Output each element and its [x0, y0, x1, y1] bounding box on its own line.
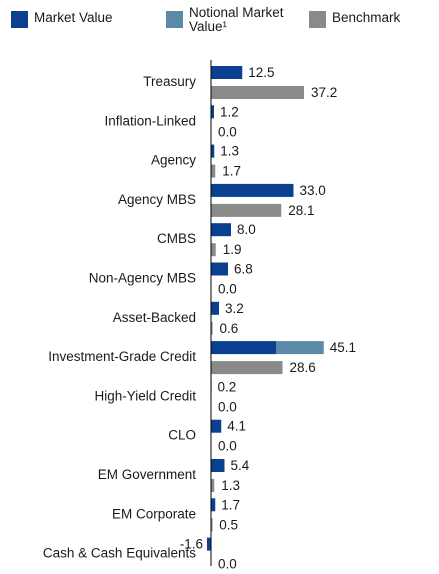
- legend-swatch-benchmark: [309, 11, 326, 28]
- data-label-top: 0.2: [218, 379, 237, 394]
- data-label-bottom: 28.6: [290, 360, 316, 375]
- category-label: EM Government: [98, 467, 197, 482]
- data-label-bottom: 0.0: [218, 282, 237, 297]
- data-label-top: 6.8: [234, 262, 253, 277]
- legend-label-market-value: Market Value: [34, 10, 113, 25]
- chart-legend: Market Value Notional Market Value¹ Benc…: [0, 6, 439, 40]
- legend-label-notional-market-value: Notional Market Value¹: [189, 5, 284, 34]
- bar-market-value: [211, 105, 214, 119]
- bar-benchmark: [211, 203, 282, 217]
- data-label-bottom: 1.9: [223, 242, 242, 257]
- data-label-bottom: 0.5: [219, 517, 238, 532]
- bar-benchmark: [211, 479, 215, 492]
- bar-market-value: [211, 498, 216, 512]
- bar-notional-market-value: [276, 341, 324, 355]
- data-label-top: 1.7: [221, 497, 240, 512]
- category-label: Agency: [151, 153, 196, 168]
- legend-swatch-market-value: [11, 11, 28, 28]
- bar-benchmark: [211, 518, 213, 532]
- bar-market-value: [211, 262, 228, 276]
- data-label-top: 1.3: [220, 144, 239, 159]
- data-label-bottom: 0.0: [218, 399, 237, 414]
- category-label: CLO: [168, 428, 196, 443]
- bar-market-value: [211, 183, 294, 197]
- data-label-bottom: 28.1: [288, 203, 314, 218]
- bar-benchmark: [211, 164, 216, 178]
- data-label-top: 45.1: [330, 340, 356, 355]
- category-label: Investment-Grade Credit: [48, 349, 196, 364]
- data-label-bottom: 1.3: [221, 478, 240, 493]
- bar-market-value: [211, 419, 222, 433]
- data-label-top: 8.0: [237, 222, 256, 237]
- bar-market-value: [211, 301, 219, 315]
- legend-item-market-value: Market Value: [11, 11, 113, 28]
- data-label-top: -1.6: [180, 537, 203, 552]
- category-label: High-Yield Credit: [94, 388, 196, 403]
- bar-benchmark: [211, 321, 213, 335]
- category-label: Cash & Cash Equivalents: [43, 546, 196, 561]
- bar-benchmark: [211, 243, 216, 257]
- bar-market-value: [211, 144, 215, 158]
- data-label-bottom: 0.0: [218, 557, 237, 572]
- category-label: EM Corporate: [112, 506, 196, 521]
- data-label-top: 4.1: [227, 419, 246, 434]
- legend-item-notional-market-value: Notional Market Value¹: [166, 6, 293, 34]
- legend-swatch-notional-market-value: [166, 11, 183, 28]
- bar-market-value: [211, 459, 225, 472]
- data-label-bottom: 0.6: [220, 321, 239, 336]
- legend-label-benchmark: Benchmark: [332, 10, 401, 25]
- bar-market-value: [211, 341, 276, 355]
- data-label-bottom: 0.0: [218, 439, 237, 454]
- bar-market-value: [207, 537, 211, 551]
- bar-benchmark: [211, 361, 283, 375]
- category-label: CMBS: [157, 231, 196, 246]
- category-label: Treasury: [143, 74, 196, 89]
- data-label-top: 33.0: [300, 183, 326, 198]
- data-label-top: 12.5: [248, 65, 274, 80]
- bar-market-value: [211, 223, 231, 237]
- data-label-bottom: 0.0: [218, 124, 237, 139]
- bar-market-value: [211, 66, 243, 79]
- data-label-bottom: 37.2: [311, 85, 337, 100]
- category-label: Inflation-Linked: [104, 113, 196, 128]
- data-label-top: 3.2: [225, 301, 244, 316]
- legend-item-benchmark: Benchmark: [309, 11, 400, 28]
- bar-benchmark: [211, 86, 304, 99]
- category-label: Agency MBS: [118, 192, 196, 207]
- data-label-top: 1.2: [220, 104, 239, 119]
- data-label-top: 5.4: [231, 458, 250, 473]
- data-label-bottom: 1.7: [222, 164, 241, 179]
- category-label: Non-Agency MBS: [89, 271, 196, 286]
- category-label: Asset-Backed: [113, 310, 196, 325]
